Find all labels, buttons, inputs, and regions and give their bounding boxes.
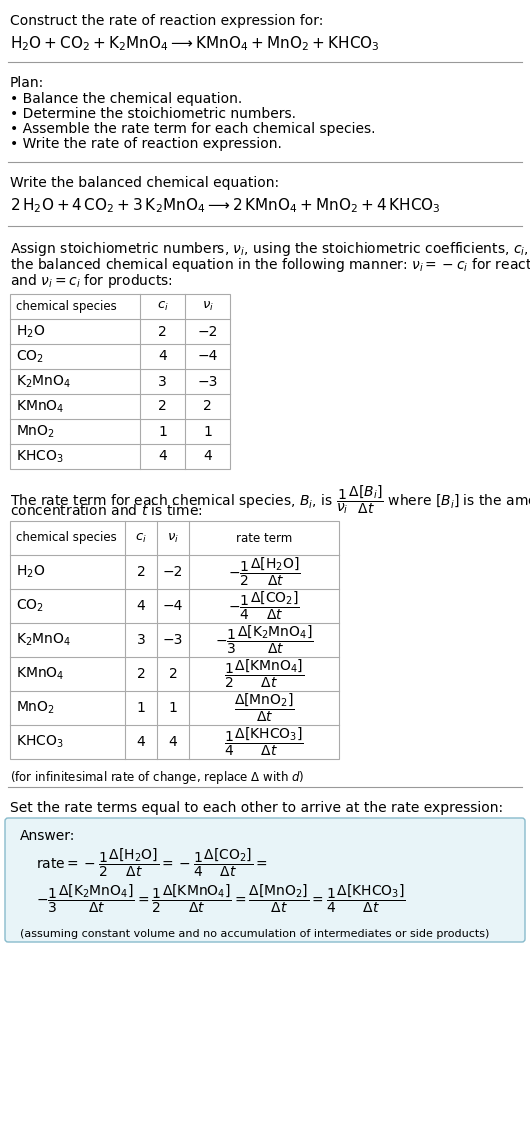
Text: $\mathrm{CO_2}$: $\mathrm{CO_2}$ <box>16 348 44 364</box>
Text: $\mathrm{2\,H_2O + 4\,CO_2 + 3\,K_2MnO_4 \longrightarrow 2\,KMnO_4 + MnO_2 + 4\,: $\mathrm{2\,H_2O + 4\,CO_2 + 3\,K_2MnO_4… <box>10 196 441 215</box>
Text: The rate term for each chemical species, $B_i$, is $\dfrac{1}{\nu_i}\dfrac{\Delt: The rate term for each chemical species,… <box>10 483 530 516</box>
Text: $\mathrm{KMnO_4}$: $\mathrm{KMnO_4}$ <box>16 399 65 415</box>
Text: chemical species: chemical species <box>16 300 117 313</box>
Bar <box>10 293 230 469</box>
Text: $c_i$: $c_i$ <box>156 300 169 313</box>
Text: • Write the rate of reaction expression.: • Write the rate of reaction expression. <box>10 137 282 151</box>
Text: rate term: rate term <box>236 531 292 545</box>
Text: $\mathrm{K_2MnO_4}$: $\mathrm{K_2MnO_4}$ <box>16 632 71 649</box>
Text: $\mathrm{H_2O}$: $\mathrm{H_2O}$ <box>16 323 45 339</box>
Text: $-\dfrac{1}{4}\dfrac{\Delta[\mathrm{CO_2}]}{\Delta t}$: $-\dfrac{1}{4}\dfrac{\Delta[\mathrm{CO_2… <box>228 589 300 622</box>
Text: $c_i$: $c_i$ <box>135 531 147 545</box>
Text: $-\dfrac{1}{3}\dfrac{\Delta[\mathrm{K_2MnO_4}]}{\Delta t} = \dfrac{1}{2}\dfrac{\: $-\dfrac{1}{3}\dfrac{\Delta[\mathrm{K_2M… <box>36 883 406 916</box>
Bar <box>10 521 339 759</box>
Text: 2: 2 <box>158 400 167 413</box>
Text: $\mathrm{KHCO_3}$: $\mathrm{KHCO_3}$ <box>16 449 64 465</box>
Text: $\nu_i$: $\nu_i$ <box>167 531 179 545</box>
Text: the balanced chemical equation in the following manner: $\nu_i = -c_i$ for react: the balanced chemical equation in the fo… <box>10 256 530 274</box>
Text: 4: 4 <box>137 735 145 749</box>
Text: $\nu_i$: $\nu_i$ <box>201 300 214 313</box>
Text: 1: 1 <box>137 701 145 715</box>
Text: 2: 2 <box>137 667 145 681</box>
Text: $-\dfrac{1}{3}\dfrac{\Delta[\mathrm{K_2MnO_4}]}{\Delta t}$: $-\dfrac{1}{3}\dfrac{\Delta[\mathrm{K_2M… <box>215 624 313 657</box>
Text: • Assemble the rate term for each chemical species.: • Assemble the rate term for each chemic… <box>10 122 375 136</box>
Text: 3: 3 <box>137 633 145 648</box>
Text: 4: 4 <box>203 450 212 464</box>
Text: Write the balanced chemical equation:: Write the balanced chemical equation: <box>10 176 279 190</box>
Text: Assign stoichiometric numbers, $\nu_i$, using the stoichiometric coefficients, $: Assign stoichiometric numbers, $\nu_i$, … <box>10 240 530 258</box>
Text: and $\nu_i = c_i$ for products:: and $\nu_i = c_i$ for products: <box>10 272 173 290</box>
Text: −4: −4 <box>197 349 218 363</box>
Text: chemical species: chemical species <box>16 531 117 545</box>
Text: $\mathrm{H_2O + CO_2 + K_2MnO_4 \longrightarrow KMnO_4 + MnO_2 + KHCO_3}$: $\mathrm{H_2O + CO_2 + K_2MnO_4 \longrig… <box>10 34 380 53</box>
Text: Answer:: Answer: <box>20 829 75 843</box>
Text: 1: 1 <box>169 701 178 715</box>
Text: $\mathrm{K_2MnO_4}$: $\mathrm{K_2MnO_4}$ <box>16 373 71 389</box>
FancyBboxPatch shape <box>5 818 525 942</box>
Text: −2: −2 <box>163 565 183 579</box>
Text: $\mathrm{CO_2}$: $\mathrm{CO_2}$ <box>16 597 44 614</box>
Text: $\dfrac{1}{4}\dfrac{\Delta[\mathrm{KHCO_3}]}{\Delta t}$: $\dfrac{1}{4}\dfrac{\Delta[\mathrm{KHCO_… <box>224 726 304 758</box>
Text: 2: 2 <box>169 667 178 681</box>
Text: Plan:: Plan: <box>10 77 44 90</box>
Text: Set the rate terms equal to each other to arrive at the rate expression:: Set the rate terms equal to each other t… <box>10 801 503 815</box>
Text: $\mathrm{MnO_2}$: $\mathrm{MnO_2}$ <box>16 700 55 716</box>
Text: $\dfrac{1}{2}\dfrac{\Delta[\mathrm{KMnO_4}]}{\Delta t}$: $\dfrac{1}{2}\dfrac{\Delta[\mathrm{KMnO_… <box>224 658 304 690</box>
Text: $\mathrm{rate} = -\dfrac{1}{2}\dfrac{\Delta[\mathrm{H_2O}]}{\Delta t} = -\dfrac{: $\mathrm{rate} = -\dfrac{1}{2}\dfrac{\De… <box>36 847 268 879</box>
Text: • Determine the stoichiometric numbers.: • Determine the stoichiometric numbers. <box>10 107 296 121</box>
Text: $\mathrm{MnO_2}$: $\mathrm{MnO_2}$ <box>16 424 55 440</box>
Text: −4: −4 <box>163 600 183 613</box>
Text: concentration and $t$ is time:: concentration and $t$ is time: <box>10 502 202 518</box>
Text: (assuming constant volume and no accumulation of intermediates or side products): (assuming constant volume and no accumul… <box>20 928 489 939</box>
Text: 2: 2 <box>203 400 212 413</box>
Text: $\mathrm{KHCO_3}$: $\mathrm{KHCO_3}$ <box>16 734 64 750</box>
Text: 4: 4 <box>169 735 178 749</box>
Text: • Balance the chemical equation.: • Balance the chemical equation. <box>10 93 242 106</box>
Text: $\dfrac{\Delta[\mathrm{MnO_2}]}{\Delta t}$: $\dfrac{\Delta[\mathrm{MnO_2}]}{\Delta t… <box>234 692 294 724</box>
Text: 2: 2 <box>137 565 145 579</box>
Text: 4: 4 <box>158 450 167 464</box>
Text: 4: 4 <box>137 600 145 613</box>
Text: $\mathrm{KMnO_4}$: $\mathrm{KMnO_4}$ <box>16 666 65 682</box>
Text: −3: −3 <box>163 633 183 648</box>
Text: 1: 1 <box>203 425 212 439</box>
Text: −3: −3 <box>197 375 218 388</box>
Text: (for infinitesimal rate of change, replace $\Delta$ with $d$): (for infinitesimal rate of change, repla… <box>10 769 304 786</box>
Text: 1: 1 <box>158 425 167 439</box>
Text: $-\dfrac{1}{2}\dfrac{\Delta[\mathrm{H_2O}]}{\Delta t}$: $-\dfrac{1}{2}\dfrac{\Delta[\mathrm{H_2O… <box>228 556 301 588</box>
Text: 4: 4 <box>158 349 167 363</box>
Text: Construct the rate of reaction expression for:: Construct the rate of reaction expressio… <box>10 14 323 29</box>
Text: $\mathrm{H_2O}$: $\mathrm{H_2O}$ <box>16 564 45 580</box>
Text: −2: −2 <box>197 324 218 338</box>
Text: 3: 3 <box>158 375 167 388</box>
Text: 2: 2 <box>158 324 167 338</box>
